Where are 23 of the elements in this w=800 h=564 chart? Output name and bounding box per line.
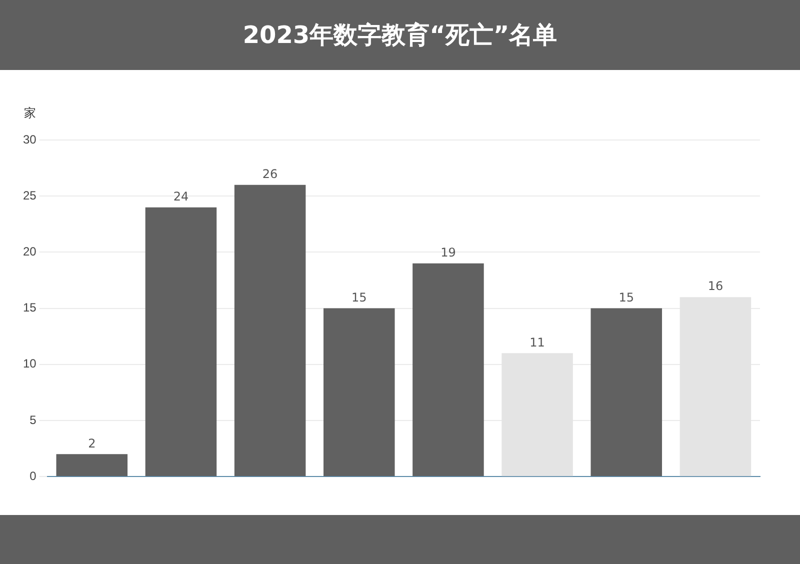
bar (145, 207, 217, 476)
y-tick-label: 0 (30, 468, 37, 483)
chart-title: 2023年数字教育“死亡”名单 (242, 21, 558, 49)
y-tick-label: 30 (22, 132, 37, 146)
bar (590, 308, 662, 476)
data-label: 24 (173, 189, 189, 204)
data-label: 16 (708, 279, 724, 294)
y-tick-label: 15 (22, 300, 37, 315)
y-tick-label: 25 (22, 188, 37, 202)
y-tick-label: 10 (22, 356, 37, 371)
data-label: 26 (262, 167, 278, 182)
data-label: 11 (530, 335, 545, 350)
y-tick-label: 5 (30, 412, 37, 427)
bar (234, 184, 306, 476)
data-label: 2 (88, 436, 96, 450)
data-label: 19 (440, 246, 456, 260)
data-label: 15 (351, 290, 367, 304)
bar (56, 454, 128, 476)
data-label: 15 (618, 290, 634, 304)
y-tick-label: 20 (22, 244, 37, 259)
y-axis-title: 家 (24, 106, 36, 120)
bar (412, 263, 484, 476)
bar (324, 308, 395, 476)
